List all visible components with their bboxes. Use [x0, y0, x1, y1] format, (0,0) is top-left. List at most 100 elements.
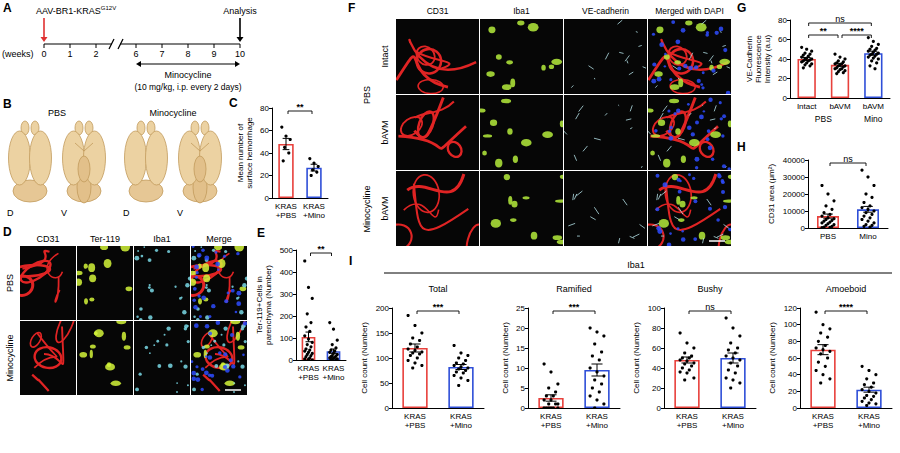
svg-text:9: 9	[211, 49, 216, 59]
svg-text:Iba1: Iba1	[513, 6, 530, 16]
svg-text:6: 6	[133, 49, 138, 59]
svg-text:C: C	[229, 96, 238, 110]
svg-text:Merge: Merge	[206, 234, 232, 244]
svg-text:Iba1: Iba1	[627, 260, 645, 270]
svg-text:Minocycline: Minocycline	[149, 108, 196, 118]
svg-text:parenchyma (Number): parenchyma (Number)	[264, 265, 273, 345]
svg-text:0: 0	[801, 224, 806, 233]
svg-text:0: 0	[289, 356, 294, 365]
svg-text:H: H	[737, 140, 746, 154]
svg-text:+PBS: +PBS	[276, 211, 297, 220]
svg-text:Amoeboid: Amoeboid	[826, 284, 867, 294]
svg-text:ns: ns	[843, 154, 853, 164]
svg-text:Cell count (Number): Cell count (Number)	[501, 322, 510, 394]
svg-text:40000: 40000	[783, 156, 806, 165]
svg-text:40: 40	[778, 55, 787, 64]
svg-text:20: 20	[788, 387, 797, 396]
svg-text:+PBS: +PBS	[813, 421, 834, 430]
svg-text:KRAS: KRAS	[812, 412, 834, 421]
svg-text:****: ****	[839, 302, 854, 312]
svg-text:80: 80	[652, 324, 661, 333]
svg-text:7: 7	[159, 49, 164, 59]
svg-text:Iba1: Iba1	[153, 234, 171, 244]
svg-text:Total: Total	[428, 284, 447, 294]
svg-text:Mino: Mino	[864, 114, 883, 124]
svg-text:200: 200	[376, 304, 390, 313]
svg-text:60: 60	[260, 126, 269, 135]
svg-text:300: 300	[280, 290, 294, 299]
svg-text:V: V	[177, 208, 183, 218]
svg-text:PBS: PBS	[815, 114, 832, 124]
svg-text:30000: 30000	[783, 173, 806, 182]
svg-text:VE-Cadherin: VE-Cadherin	[745, 36, 754, 82]
svg-text:40: 40	[652, 364, 661, 373]
svg-text:Intensity (a.u): Intensity (a.u)	[763, 34, 772, 83]
svg-text:Cell count (Number): Cell count (Number)	[360, 322, 369, 394]
svg-text:Minocycline: Minocycline	[362, 185, 372, 232]
svg-text:80: 80	[260, 104, 269, 113]
svg-text:60: 60	[652, 344, 661, 353]
svg-text:KRAS: KRAS	[676, 412, 698, 421]
svg-text:CD31 area (μm²): CD31 area (μm²)	[767, 164, 776, 225]
svg-text:20000: 20000	[783, 190, 806, 199]
svg-text:KRAS: KRAS	[275, 202, 297, 211]
svg-text:KRAS: KRAS	[404, 412, 426, 421]
svg-text:(10 mg/kg, i.p. every 2 days): (10 mg/kg, i.p. every 2 days)	[134, 82, 241, 92]
svg-text:CD31: CD31	[427, 6, 449, 16]
svg-text:Intact: Intact	[380, 45, 390, 68]
svg-text:20: 20	[260, 171, 269, 180]
svg-text:400: 400	[280, 268, 294, 277]
svg-text:+Mino: +Mino	[858, 421, 881, 430]
svg-text:KRAS: KRAS	[586, 412, 608, 421]
svg-text:D: D	[123, 208, 130, 218]
svg-text:KRAS: KRAS	[540, 412, 562, 421]
svg-text:Ter-119: Ter-119	[90, 234, 120, 244]
svg-text:F: F	[348, 1, 355, 15]
svg-text:100: 100	[280, 334, 294, 343]
svg-text:B: B	[3, 97, 12, 111]
svg-text:**: **	[296, 102, 304, 112]
svg-text:D: D	[3, 225, 12, 239]
svg-text:0: 0	[385, 404, 390, 413]
svg-text:V: V	[61, 208, 67, 218]
svg-text:KRAS: KRAS	[858, 412, 880, 421]
svg-text:Minocycline: Minocycline	[5, 334, 15, 381]
svg-text:A: A	[3, 1, 12, 15]
svg-text:Ramified: Ramified	[556, 284, 592, 294]
svg-text:Mino: Mino	[859, 232, 877, 241]
svg-text:40: 40	[260, 149, 269, 158]
svg-text:Minocycline: Minocycline	[164, 70, 211, 80]
svg-text:500: 500	[280, 246, 294, 255]
svg-text:0: 0	[265, 194, 270, 203]
svg-text:***: ***	[569, 302, 580, 312]
svg-text:****: ****	[850, 26, 865, 36]
svg-text:+Mino: +Mino	[322, 373, 345, 382]
svg-text:KRAS: KRAS	[298, 364, 320, 373]
svg-text:**: **	[820, 26, 828, 36]
svg-text:+Mino: +Mino	[722, 421, 745, 430]
svg-text:+Mino: +Mino	[586, 421, 609, 430]
svg-text:+PBS: +PBS	[405, 421, 426, 430]
svg-text:1: 1	[67, 49, 72, 59]
svg-text:80: 80	[778, 16, 787, 25]
svg-text:20: 20	[652, 384, 661, 393]
svg-text:+PBS: +PBS	[298, 373, 319, 382]
svg-text:5: 5	[521, 384, 526, 393]
svg-text:+PBS: +PBS	[677, 421, 698, 430]
svg-text:Bushy: Bushy	[697, 284, 723, 294]
svg-text:120: 120	[784, 304, 798, 313]
svg-text:+Mino: +Mino	[303, 211, 326, 220]
svg-text:KRAS: KRAS	[722, 412, 744, 421]
svg-text:40: 40	[788, 370, 797, 379]
svg-text:Merged with DAPI: Merged with DAPI	[655, 6, 724, 16]
svg-text:Cell count (Number): Cell count (Number)	[768, 322, 777, 394]
svg-text:+Mino: +Mino	[450, 421, 473, 430]
svg-text:0: 0	[521, 404, 526, 413]
svg-text:0: 0	[41, 49, 46, 59]
svg-text:bAVM: bAVM	[829, 102, 851, 111]
svg-text:100: 100	[784, 320, 798, 329]
svg-text:D: D	[7, 208, 14, 218]
svg-text:I: I	[349, 254, 352, 268]
svg-text:PBS: PBS	[48, 108, 66, 118]
svg-text:E: E	[257, 226, 265, 240]
